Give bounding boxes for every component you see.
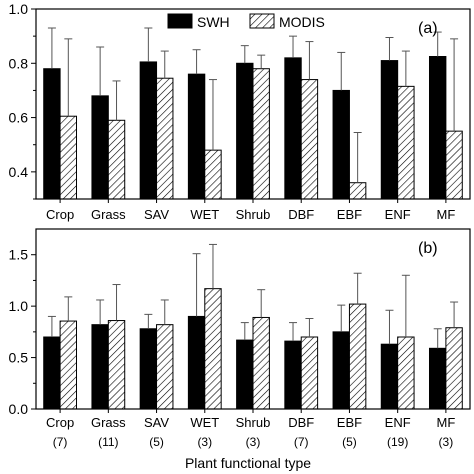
category-label: ENF — [385, 207, 411, 222]
bar-modis-crop — [59, 320, 78, 410]
category-count: (5) — [149, 435, 164, 449]
category-label: Crop — [46, 207, 74, 222]
plot-frame — [35, 8, 471, 200]
category-label: Crop — [46, 415, 74, 430]
category-label: ENF — [385, 415, 411, 430]
bar-swh-ebf — [332, 89, 350, 200]
bar-modis-wet — [204, 288, 222, 410]
category-count: (5) — [342, 435, 357, 449]
y-tick-label: 0.6 — [9, 110, 29, 126]
bar-swh-enf — [380, 60, 399, 200]
category-label: Shrub — [236, 415, 271, 430]
bar-swh-mf — [428, 56, 447, 200]
bar-swh-shrub — [236, 62, 254, 200]
bar-modis-shrub — [252, 316, 270, 410]
x-axis-title: Plant functional type — [185, 455, 311, 471]
bar-swh-sav — [139, 61, 158, 200]
category-label: EBF — [337, 207, 362, 222]
bar-modis-grass — [107, 119, 126, 200]
bar-swh-dbf — [284, 57, 302, 200]
y-tick-label: 0.8 — [9, 55, 29, 71]
bar-modis-enf — [397, 85, 415, 200]
bar-swh-dbf — [284, 340, 302, 410]
y-tick-label: 0.5 — [9, 350, 29, 366]
category-label: SAV — [144, 207, 169, 222]
bar-swh-grass — [91, 95, 109, 200]
bar-swh-wet — [187, 315, 206, 410]
legend-label-modis: MODIS — [279, 14, 325, 30]
category-label: DBF — [288, 415, 314, 430]
bar-modis-ebf — [348, 303, 367, 410]
y-tick-label: 1.5 — [9, 247, 29, 263]
bar-swh-crop — [43, 68, 61, 200]
legend-label-swh: SWH — [197, 14, 230, 30]
bar-modis-sav — [156, 77, 174, 200]
bar-modis-mf — [445, 327, 463, 410]
category-label: Shrub — [236, 207, 271, 222]
category-count: (19) — [387, 435, 408, 449]
bar-swh-crop — [43, 336, 61, 410]
bar-modis-dbf — [300, 79, 319, 200]
bar-modis-dbf — [300, 336, 319, 410]
bar-modis-sav — [156, 324, 174, 410]
category-label: Grass — [91, 415, 126, 430]
plot-frame — [35, 228, 471, 410]
category-label: MF — [436, 415, 455, 430]
panel-b: 0.0 0.5 1.0 1.5 Crop (7) Grass (11) SAV (5) WET (3)… — [9, 228, 471, 449]
category-label: MF — [436, 207, 455, 222]
y-tick-label: 1.0 — [9, 1, 29, 17]
legend: SWH MODIS — [167, 13, 325, 30]
y-tick-label: 0.4 — [9, 164, 29, 180]
bar-modis-shrub — [252, 68, 270, 200]
panel-label: (b) — [418, 240, 438, 257]
category-label: DBF — [288, 207, 314, 222]
y-tick-label: 0.0 — [9, 401, 29, 417]
bar-swh-grass — [91, 324, 109, 410]
panel-a: 0.4 0.6 0.8 1.0 Crop Grass SAV WET Shrub DBF EBF EN… — [9, 1, 471, 222]
bar-swh-mf — [428, 347, 447, 410]
category-count: (7) — [53, 435, 68, 449]
bar-modis-ebf — [348, 182, 367, 200]
bar-swh-ebf — [332, 331, 350, 410]
y-tick-label: 1.0 — [9, 298, 29, 314]
category-count: (11) — [98, 435, 118, 449]
category-label: WET — [190, 415, 219, 430]
bar-swh-enf — [380, 343, 399, 410]
panel-label: (a) — [418, 20, 438, 37]
category-label: WET — [190, 207, 219, 222]
bar-modis-enf — [397, 336, 415, 410]
legend-swatch-swh — [167, 13, 193, 29]
bar-modis-grass — [107, 320, 126, 410]
category-count: (3) — [197, 435, 212, 449]
bar-modis-crop — [59, 115, 78, 200]
category-count: (3) — [246, 435, 261, 449]
bar-swh-wet — [187, 73, 206, 200]
bar-swh-sav — [139, 328, 158, 410]
category-count: (3) — [439, 435, 454, 449]
category-label: EBF — [337, 415, 362, 430]
bar-swh-shrub — [236, 339, 254, 410]
legend-swatch-modis — [249, 13, 275, 29]
bar-modis-mf — [445, 130, 463, 200]
bar-modis-wet — [204, 149, 222, 200]
category-label: Grass — [91, 207, 126, 222]
category-count: (7) — [294, 435, 309, 449]
category-label: SAV — [144, 415, 169, 430]
